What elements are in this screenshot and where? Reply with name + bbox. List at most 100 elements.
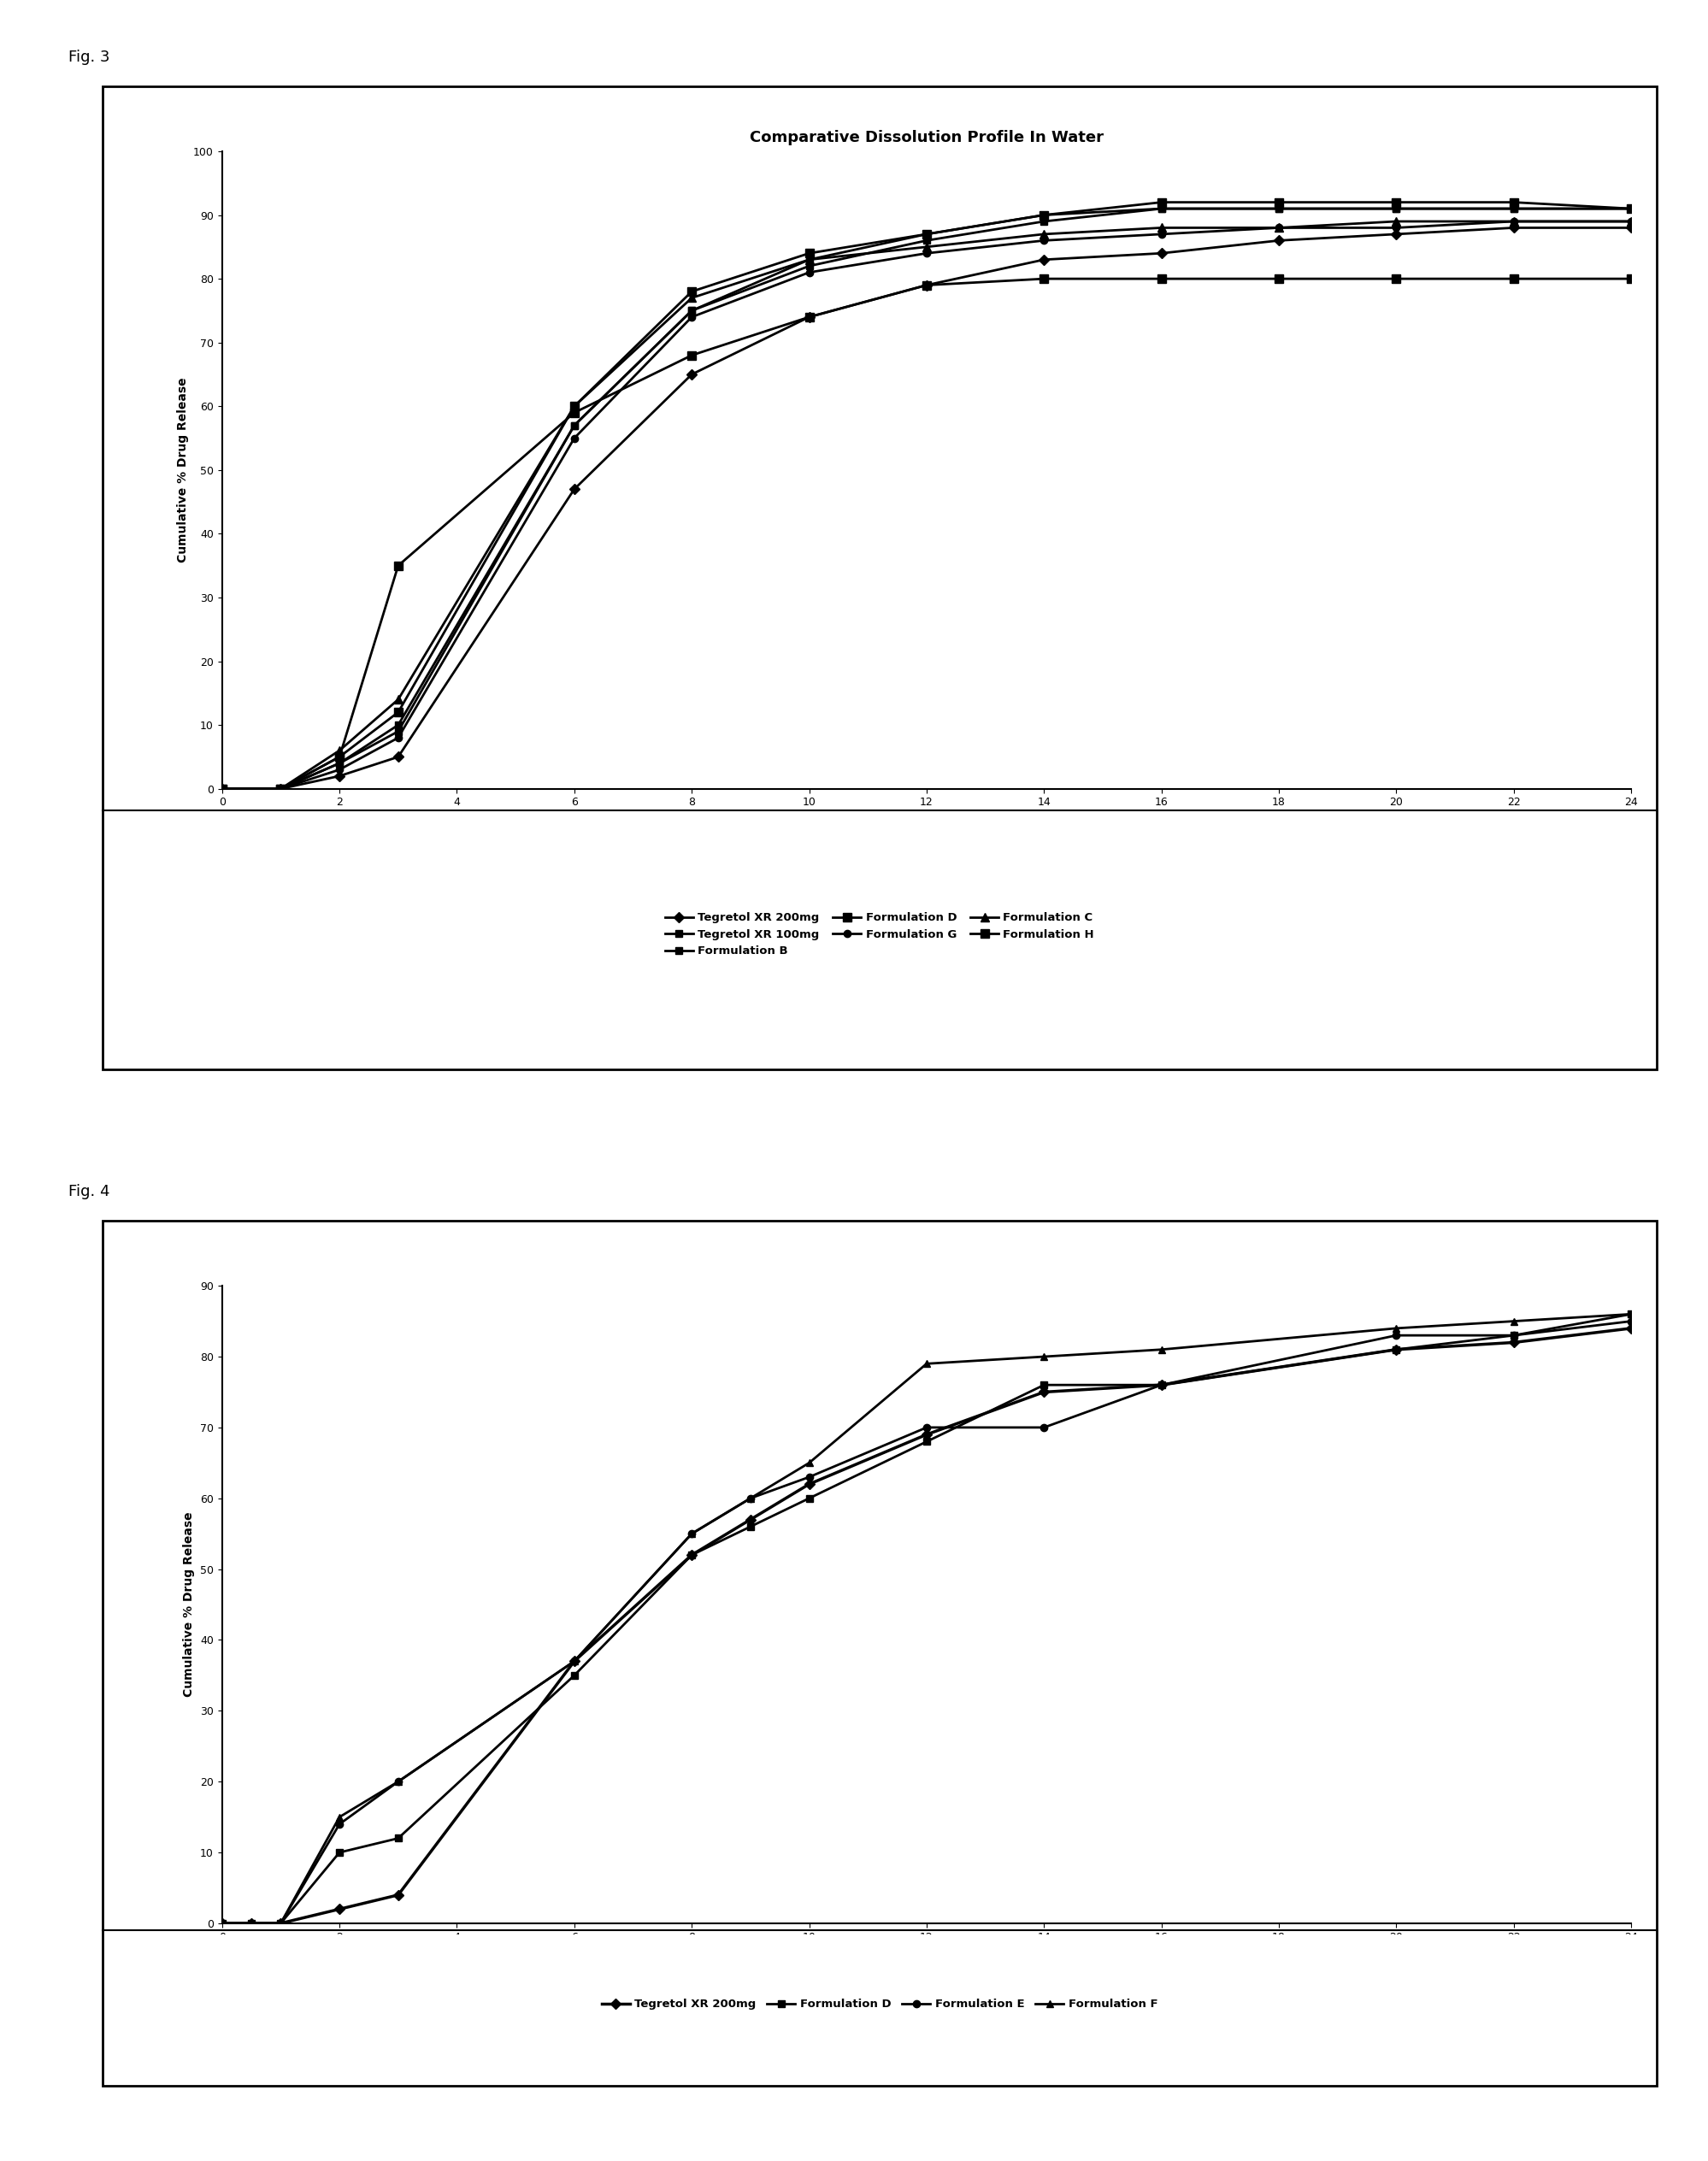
Formulation D (388, 700, 408, 726)
Formulation H (1621, 266, 1641, 292)
Tegretol XR 200mg (681, 1543, 702, 1569)
Tegretol XR 200mg (270, 1910, 290, 1936)
Tegretol XR 200mg (388, 743, 408, 769)
Formulation E (1621, 1307, 1641, 1333)
Formulation E (1503, 1323, 1524, 1348)
Tegretol XR 200mg (1033, 246, 1054, 272)
Formulation F (270, 1910, 290, 1936)
Line: Formulation D: Formulation D (219, 1310, 1635, 1928)
Formulation E (1387, 1323, 1407, 1348)
Formulation D (330, 1839, 350, 1865)
Formulation C (1033, 220, 1054, 246)
Formulation C (799, 246, 820, 272)
Formulation D (681, 1543, 702, 1569)
Formulation D (270, 776, 290, 802)
Formulation F (241, 1910, 261, 1936)
Formulation C (330, 737, 350, 763)
X-axis label: Time (Hours): Time (Hours) (880, 813, 974, 826)
Formulation D (330, 743, 350, 769)
Formulation F (1621, 1301, 1641, 1327)
Tegretol XR 200mg (564, 475, 584, 501)
Formulation D (1269, 190, 1290, 216)
Formulation G (270, 776, 290, 802)
Tegretol XR 100mg (270, 776, 290, 802)
Formulation D (740, 1513, 760, 1539)
Formulation B (1503, 197, 1524, 223)
Formulation F (740, 1485, 760, 1511)
Tegretol XR 200mg (915, 1422, 936, 1448)
Formulation E (799, 1465, 820, 1491)
Formulation H (388, 553, 408, 579)
Formulation E (270, 1910, 290, 1936)
Formulation F (212, 1910, 232, 1936)
Formulation G (1387, 214, 1407, 240)
Formulation B (330, 750, 350, 776)
Legend: Tegretol XR 200mg, Tegretol XR 100mg, Formulation B, Formulation D, Formulation : Tegretol XR 200mg, Tegretol XR 100mg, Fo… (661, 910, 1098, 959)
Formulation H (1269, 266, 1290, 292)
Formulation D (1033, 1372, 1054, 1398)
Tegretol XR 200mg (1503, 214, 1524, 240)
Formulation C (1621, 207, 1641, 233)
Formulation H (270, 776, 290, 802)
Formulation E (388, 1768, 408, 1794)
Formulation D (1503, 1323, 1524, 1348)
Formulation E (564, 1649, 584, 1675)
Text: Fig. 3: Fig. 3 (68, 50, 109, 65)
Formulation C (1151, 214, 1172, 240)
Formulation G (1151, 220, 1172, 246)
Formulation C (681, 285, 702, 311)
Tegretol XR 100mg (681, 298, 702, 324)
Formulation H (1387, 266, 1407, 292)
Formulation D (1621, 1301, 1641, 1327)
Formulation F (564, 1649, 584, 1675)
Tegretol XR 200mg (681, 361, 702, 387)
Formulation H (564, 400, 584, 426)
Tegretol XR 100mg (915, 220, 936, 246)
Formulation E (330, 1811, 350, 1837)
Formulation H (799, 305, 820, 331)
Formulation F (388, 1768, 408, 1794)
Formulation B (1033, 207, 1054, 233)
Line: Formulation C: Formulation C (219, 218, 1635, 793)
Tegretol XR 100mg (1269, 197, 1290, 223)
Formulation E (740, 1485, 760, 1511)
Formulation H (1033, 266, 1054, 292)
Tegretol XR 200mg (915, 272, 936, 298)
Formulation E (1151, 1372, 1172, 1398)
Tegretol XR 200mg (212, 1910, 232, 1936)
Tegretol XR 200mg (241, 1910, 261, 1936)
Formulation C (212, 776, 232, 802)
Formulation B (564, 413, 584, 439)
Formulation D (270, 1910, 290, 1936)
Line: Formulation H: Formulation H (219, 274, 1635, 793)
Formulation H (330, 743, 350, 769)
Formulation C (1387, 207, 1407, 233)
Formulation C (1269, 214, 1290, 240)
Tegretol XR 200mg (212, 776, 232, 802)
Tegretol XR 200mg (1151, 1372, 1172, 1398)
Y-axis label: Cumulative % Drug Release: Cumulative % Drug Release (176, 378, 188, 562)
Formulation H (212, 776, 232, 802)
Formulation D (915, 1428, 936, 1454)
Formulation F (915, 1351, 936, 1377)
Formulation G (1033, 227, 1054, 253)
Tegretol XR 100mg (1621, 197, 1641, 223)
Tegretol XR 100mg (1151, 197, 1172, 223)
Line: Formulation B: Formulation B (219, 205, 1635, 793)
Formulation B (1269, 197, 1290, 223)
Formulation B (681, 298, 702, 324)
Line: Formulation D: Formulation D (219, 199, 1635, 793)
Tegretol XR 100mg (1503, 197, 1524, 223)
Formulation B (799, 253, 820, 279)
Tegretol XR 100mg (388, 713, 408, 739)
Formulation B (1151, 197, 1172, 223)
Formulation C (564, 393, 584, 419)
Formulation D (1033, 203, 1054, 229)
Formulation E (241, 1910, 261, 1936)
Formulation D (1503, 190, 1524, 216)
Text: Fig. 4: Fig. 4 (68, 1184, 109, 1199)
Tegretol XR 100mg (1033, 203, 1054, 229)
Line: Formulation E: Formulation E (219, 1318, 1635, 1928)
Formulation G (915, 240, 936, 266)
Formulation B (1621, 197, 1641, 223)
